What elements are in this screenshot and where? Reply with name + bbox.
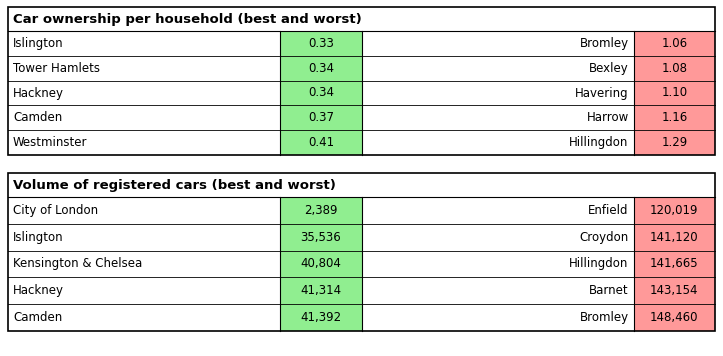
Bar [633,224,715,251]
Text: Hillingdon: Hillingdon [569,257,629,271]
Text: Barnet: Barnet [589,284,629,297]
Bar [281,105,362,130]
Text: City of London: City of London [13,204,98,217]
Text: Tower Hamlets: Tower Hamlets [13,62,100,75]
Text: Hillingdon: Hillingdon [569,136,629,149]
Text: 1.08: 1.08 [662,62,688,75]
Text: 0.41: 0.41 [308,136,334,149]
Bar [633,31,715,56]
Bar [633,56,715,80]
Text: 41,392: 41,392 [300,311,341,324]
Text: 35,536: 35,536 [301,231,341,244]
Bar [633,197,715,224]
Text: 143,154: 143,154 [650,284,698,297]
Text: Camden: Camden [13,111,62,124]
Bar [8,7,715,155]
Text: Hackney: Hackney [13,284,64,297]
Bar [8,173,715,331]
Text: Enfield: Enfield [589,204,629,217]
Text: 1.29: 1.29 [662,136,688,149]
Bar [281,130,362,155]
Text: 41,314: 41,314 [300,284,341,297]
Bar [281,251,362,277]
Bar [281,277,362,304]
Text: Hackney: Hackney [13,87,64,99]
Bar [633,304,715,331]
Text: 2,389: 2,389 [304,204,338,217]
Bar [633,80,715,105]
Text: Westminster: Westminster [13,136,87,149]
Text: 120,019: 120,019 [650,204,698,217]
Text: 1.06: 1.06 [662,37,688,50]
Bar [281,80,362,105]
Text: Car ownership per household (best and worst): Car ownership per household (best and wo… [13,12,362,26]
Text: 141,665: 141,665 [650,257,698,271]
Text: 1.16: 1.16 [662,111,688,124]
Text: 1.10: 1.10 [662,87,688,99]
Bar [8,7,715,155]
Text: Volume of registered cars (best and worst): Volume of registered cars (best and wors… [13,178,336,192]
Text: Camden: Camden [13,311,62,324]
Text: 0.37: 0.37 [308,111,334,124]
Bar [281,31,362,56]
Bar [633,251,715,277]
Bar [633,277,715,304]
Text: 148,460: 148,460 [650,311,698,324]
Text: Harrow: Harrow [586,111,629,124]
Text: Bromley: Bromley [580,37,629,50]
Text: Havering: Havering [575,87,629,99]
Bar [281,304,362,331]
Bar [281,224,362,251]
Text: Islington: Islington [13,37,64,50]
Bar [8,173,715,331]
Text: Islington: Islington [13,231,64,244]
Text: 40,804: 40,804 [301,257,341,271]
Text: Bromley: Bromley [580,311,629,324]
Text: Kensington & Chelsea: Kensington & Chelsea [13,257,142,271]
Bar [633,130,715,155]
Text: 141,120: 141,120 [650,231,698,244]
Bar [281,56,362,80]
Bar [281,197,362,224]
Bar [633,105,715,130]
Text: 0.34: 0.34 [308,87,334,99]
Text: Bexley: Bexley [589,62,629,75]
Text: 0.34: 0.34 [308,62,334,75]
Text: 0.33: 0.33 [308,37,334,50]
Text: Croydon: Croydon [579,231,629,244]
